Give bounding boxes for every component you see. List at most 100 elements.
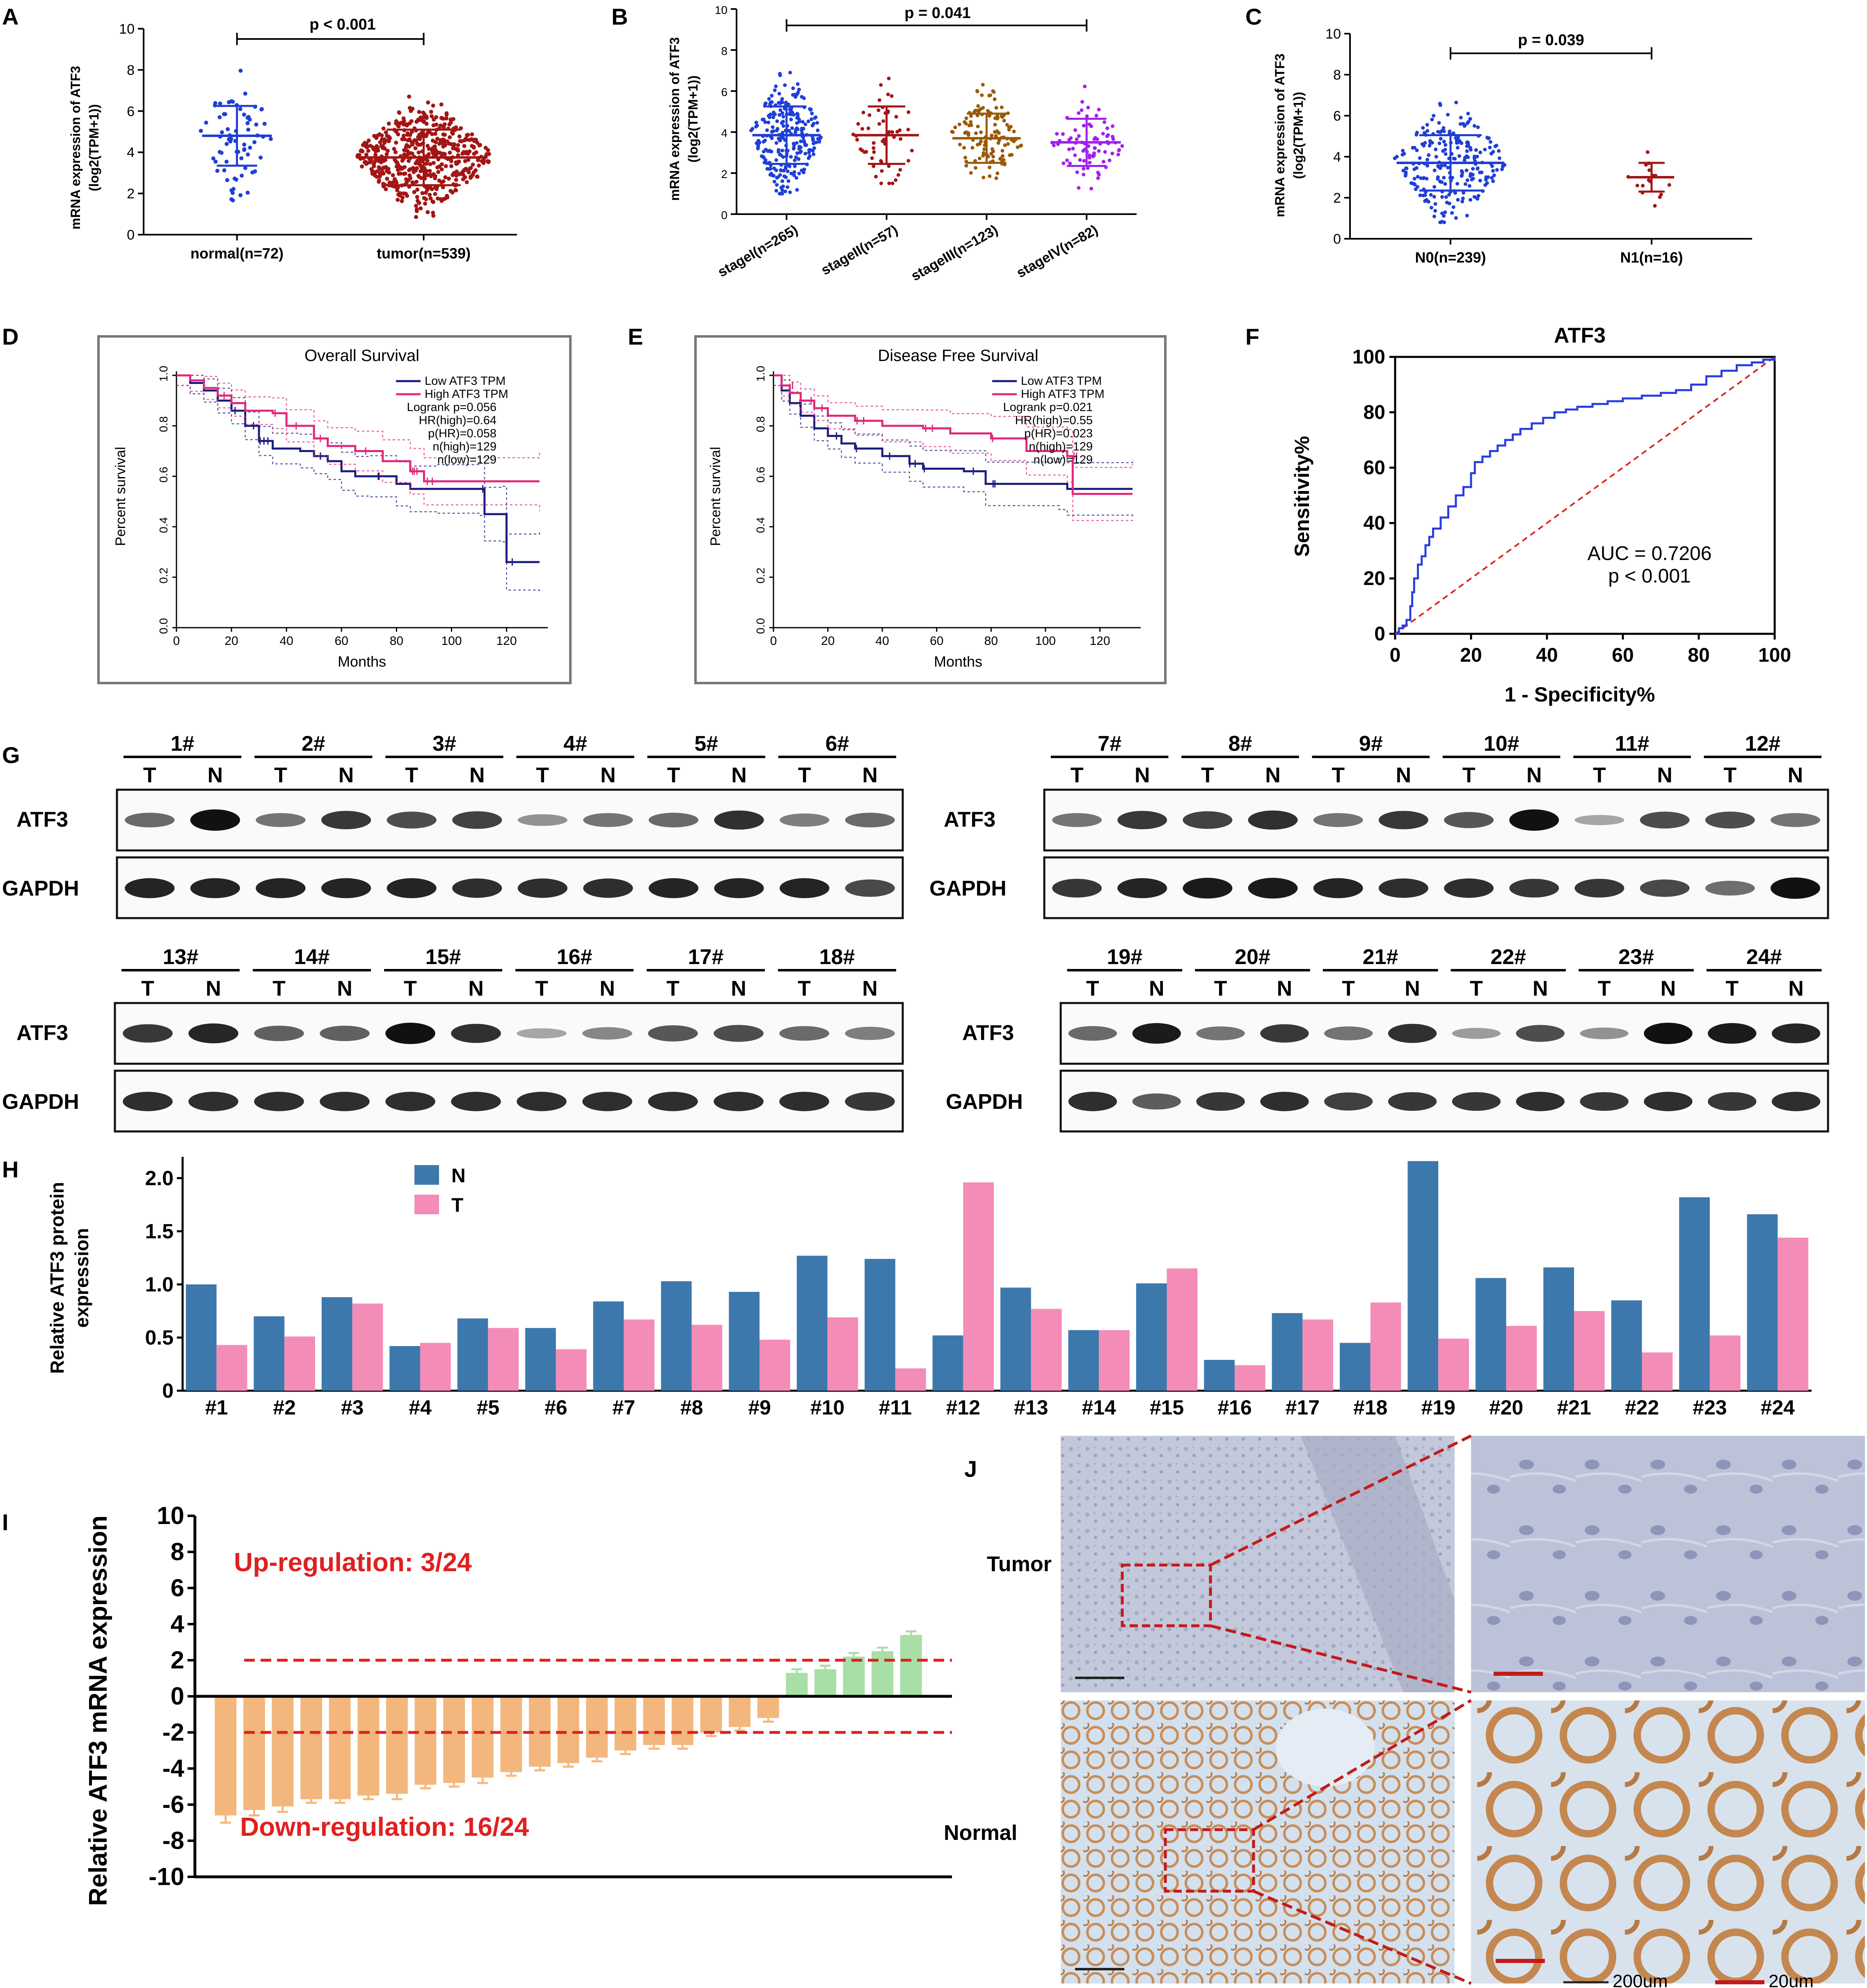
data-point bbox=[217, 115, 222, 119]
data-point bbox=[1002, 119, 1006, 123]
data-point bbox=[231, 99, 235, 104]
y-tick-label: 10 bbox=[1325, 26, 1341, 42]
data-point bbox=[414, 180, 419, 184]
data-point bbox=[1440, 211, 1444, 215]
data-point bbox=[401, 133, 406, 138]
data-point bbox=[1429, 206, 1433, 210]
atf3-band bbox=[1770, 813, 1820, 827]
lane-t-label: T bbox=[1725, 977, 1739, 1001]
data-point bbox=[1103, 150, 1107, 154]
y-tick-label: 2.0 bbox=[145, 1167, 174, 1190]
panel-c-scatter: mRNA expression of ATF3 (log2(TPM+1)) p … bbox=[1272, 26, 1752, 266]
data-point bbox=[433, 148, 438, 152]
data-point bbox=[895, 130, 899, 134]
x-tick-label: #16 bbox=[1217, 1396, 1252, 1419]
sample-label: 24# bbox=[1746, 945, 1782, 969]
panel-i-ylabel: Relative ATF3 mRNA expression bbox=[84, 1515, 112, 1906]
data-point bbox=[775, 183, 779, 187]
data-point bbox=[229, 188, 234, 192]
data-point bbox=[467, 170, 471, 174]
data-point bbox=[774, 189, 778, 193]
data-point bbox=[1450, 211, 1454, 215]
data-point bbox=[795, 116, 799, 120]
data-point bbox=[1465, 178, 1469, 182]
data-point bbox=[455, 169, 459, 174]
data-point bbox=[792, 143, 796, 147]
data-point bbox=[1455, 146, 1460, 150]
data-point bbox=[906, 159, 911, 163]
data-point bbox=[1455, 136, 1459, 140]
data-point bbox=[428, 185, 432, 190]
gapdh-band bbox=[1509, 879, 1559, 898]
y-tick-label: 0.0 bbox=[157, 618, 170, 634]
bar-up bbox=[814, 1669, 836, 1696]
data-point bbox=[863, 150, 867, 154]
data-point bbox=[894, 178, 898, 182]
data-point bbox=[1442, 129, 1446, 133]
atf3-band bbox=[517, 814, 567, 826]
panel-letter-f: F bbox=[1245, 324, 1259, 350]
data-point bbox=[1415, 130, 1419, 135]
data-point bbox=[767, 167, 771, 171]
data-point bbox=[1080, 100, 1084, 104]
data-point bbox=[443, 133, 447, 137]
data-point bbox=[1077, 186, 1081, 190]
data-point bbox=[1468, 117, 1472, 121]
y-tick-label: 0.4 bbox=[754, 517, 767, 533]
sample-label: 21# bbox=[1363, 945, 1398, 969]
data-point bbox=[1106, 133, 1110, 137]
data-point bbox=[803, 122, 808, 126]
sample-label: 18# bbox=[819, 945, 855, 969]
data-point bbox=[756, 146, 760, 151]
data-point bbox=[1432, 185, 1437, 189]
atf3-band bbox=[256, 813, 306, 827]
bar-down bbox=[386, 1696, 408, 1794]
data-point bbox=[783, 190, 787, 194]
data-point bbox=[448, 151, 452, 155]
y-tick-label: 100 bbox=[1352, 346, 1385, 368]
data-point bbox=[763, 120, 767, 124]
data-point bbox=[1420, 142, 1424, 146]
panel-e-frame bbox=[694, 335, 1167, 684]
x-tick-label: #1 bbox=[205, 1396, 228, 1419]
atf3-band bbox=[1452, 1028, 1501, 1039]
data-point bbox=[234, 177, 238, 182]
y-tick-label: 2 bbox=[171, 1646, 184, 1674]
bar-n bbox=[525, 1328, 556, 1391]
data-point bbox=[772, 180, 776, 184]
panel-d-xlabel: Months bbox=[338, 653, 386, 670]
data-point bbox=[1446, 112, 1450, 117]
data-point bbox=[434, 115, 438, 119]
gapdh-band bbox=[1580, 1092, 1629, 1111]
gapdh-band bbox=[1196, 1092, 1245, 1111]
ihc-tumor-zoom-line-1 bbox=[1210, 1434, 1472, 1567]
lane-t-label: T bbox=[404, 977, 417, 1001]
data-point bbox=[245, 121, 250, 126]
data-point bbox=[213, 160, 218, 164]
y-tick-label: 60 bbox=[1364, 457, 1385, 479]
data-point bbox=[987, 94, 991, 98]
x-tick-label: #2 bbox=[273, 1396, 296, 1419]
data-point bbox=[861, 110, 865, 114]
atf3-band bbox=[1183, 811, 1233, 829]
x-tick-label: #17 bbox=[1286, 1396, 1320, 1419]
lane-n-label: N bbox=[206, 977, 221, 1001]
data-point bbox=[385, 167, 390, 171]
atf3-band bbox=[1509, 809, 1559, 831]
bar-t bbox=[216, 1345, 247, 1391]
data-point bbox=[430, 138, 435, 143]
gapdh-band bbox=[320, 1092, 370, 1111]
data-point bbox=[980, 93, 984, 97]
data-point bbox=[1460, 171, 1464, 175]
data-point bbox=[225, 178, 229, 183]
data-point bbox=[1453, 157, 1457, 161]
panel-letter-b: B bbox=[611, 4, 628, 30]
gapdh-band bbox=[123, 1092, 173, 1111]
data-point bbox=[1439, 137, 1443, 141]
lane-n-label: N bbox=[468, 977, 484, 1001]
data-point bbox=[464, 136, 468, 141]
data-point bbox=[439, 116, 444, 120]
panel-b-pvalue: p = 0.041 bbox=[904, 5, 971, 22]
data-point bbox=[382, 159, 386, 163]
data-point bbox=[416, 143, 421, 147]
